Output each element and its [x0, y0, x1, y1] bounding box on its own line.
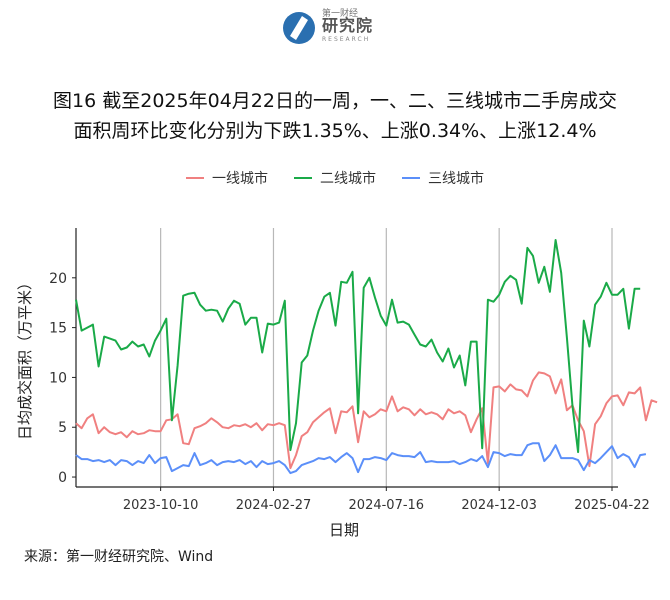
x-tick-label: 2023-10-10: [123, 498, 199, 513]
legend-swatch-tier1: [186, 177, 204, 179]
source-note: 来源：第一财经研究院、Wind: [24, 549, 214, 565]
legend-label-tier3: 三线城市: [428, 171, 484, 187]
x-tick-label: 2024-02-27: [236, 498, 312, 513]
series-line-tier2: [75, 239, 641, 454]
y-tick-label: 10: [49, 370, 67, 386]
legend-swatch-tier2: [294, 177, 312, 179]
y-tick-label: 0: [58, 470, 67, 486]
x-tick-label: 2024-12-03: [461, 498, 537, 513]
line-chart: 0 5 10 15 20 2023-10-10 2024-02-27 2024-07-16 20…: [16, 228, 658, 539]
logo-mark-icon: [283, 12, 315, 44]
chart-title-line1: 图16 截至2025年04月22日的一周，一、二、三线城市二手房成交: [53, 90, 617, 112]
legend-swatch-tier3: [402, 177, 420, 179]
chart-legend: 一线城市 二线城市 三线城市: [0, 168, 670, 188]
legend-label-tier1: 一线城市: [212, 171, 268, 187]
y-tick-label: 5: [58, 420, 67, 436]
y-tick-label: 20: [49, 271, 67, 287]
y-axis-label: 日均成交面积（万平米）: [16, 275, 34, 440]
legend-label-tier2: 二线城市: [320, 171, 376, 187]
x-axis-label: 日期: [329, 521, 359, 539]
logo-name: 研究院: [322, 16, 374, 35]
x-tick-label: 2025-04-22: [574, 498, 650, 513]
series-line-tier3: [75, 442, 647, 475]
legend-item-tier1: 一线城市: [186, 168, 268, 188]
chart-title-line2: 面积周环比变化分别为下跌1.35%、上涨0.34%、上涨12.4%: [73, 120, 597, 142]
x-tick-label: 2024-07-16: [349, 498, 425, 513]
legend-item-tier2: 二线城市: [294, 168, 376, 188]
y-tick-label: 15: [49, 321, 67, 337]
logo: 第一财经 研究院 RESEARCH: [282, 6, 392, 50]
logo-english: RESEARCH: [322, 36, 371, 43]
logo-top-text: 第一财经: [322, 9, 359, 19]
legend-item-tier3: 三线城市: [402, 168, 484, 188]
